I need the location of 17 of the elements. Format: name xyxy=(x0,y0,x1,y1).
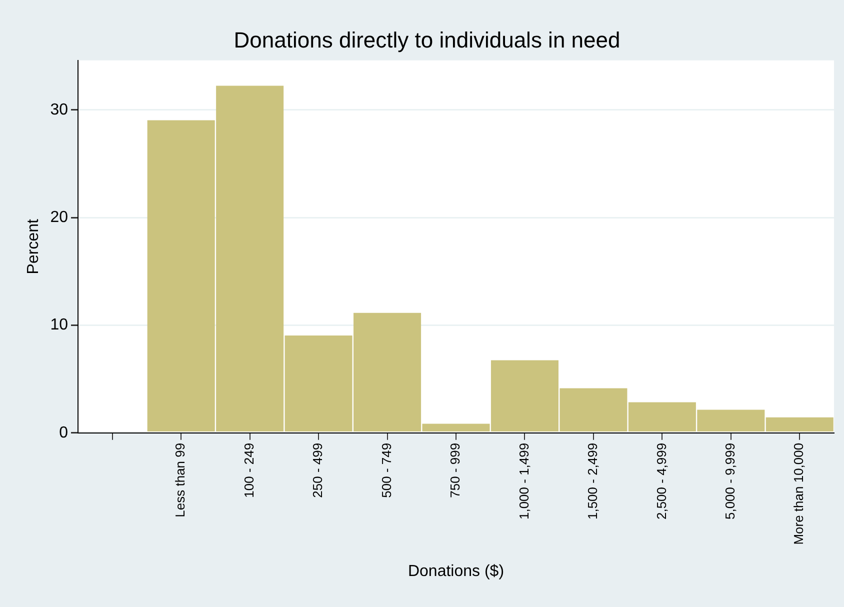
chart-title: Donations directly to individuals in need xyxy=(234,27,620,52)
y-tick-label: 30 xyxy=(50,101,68,118)
x-axis-title: Donations ($) xyxy=(408,562,504,580)
x-tick-label: 5,000 - 9,999 xyxy=(722,442,738,520)
x-tick-label: 2,500 - 4,999 xyxy=(654,442,669,520)
x-tick-label: More than 10,000 xyxy=(791,442,806,545)
y-tick-label: 10 xyxy=(50,316,68,334)
y-tick-label: 0 xyxy=(59,424,68,442)
x-tick-label: 1,500 - 2,499 xyxy=(585,442,600,520)
y-tick-label: 20 xyxy=(50,208,68,226)
x-tick-label: 750 - 999 xyxy=(448,442,463,498)
x-tick-label: 100 - 249 xyxy=(241,442,256,498)
x-tick-label: Less than 99 xyxy=(172,442,188,518)
x-tick-label: 1,000 - 1,499 xyxy=(516,442,532,520)
y-axis-title: Percent xyxy=(25,218,42,274)
x-tick-label: 500 - 749 xyxy=(378,442,394,498)
x-tick-label: 250 - 499 xyxy=(310,442,326,498)
